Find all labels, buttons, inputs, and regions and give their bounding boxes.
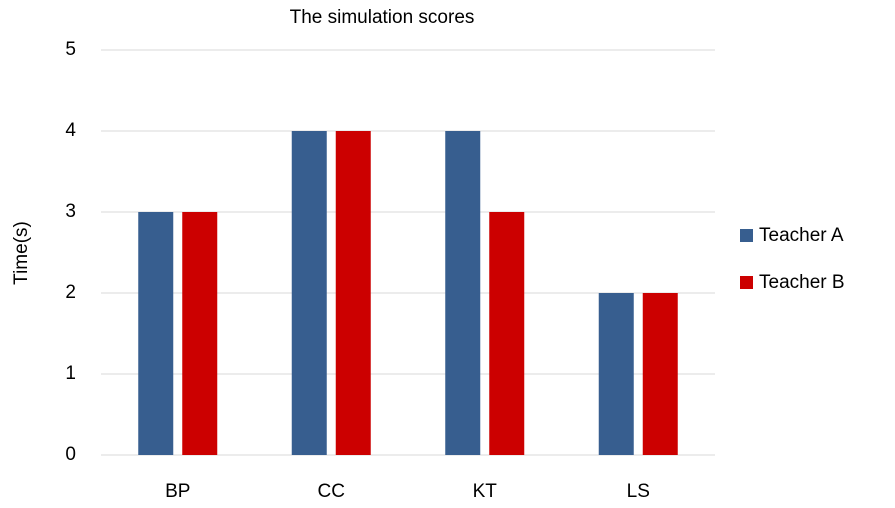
x-tick-label: KT bbox=[473, 481, 498, 502]
y-tick-label: 4 bbox=[65, 120, 76, 141]
bar bbox=[335, 131, 371, 455]
legend-label: Teacher A bbox=[759, 225, 844, 246]
legend-label: Teacher B bbox=[759, 272, 845, 293]
bar bbox=[489, 212, 525, 455]
bar bbox=[138, 212, 174, 455]
legend-swatch bbox=[740, 229, 753, 242]
bar bbox=[642, 293, 678, 455]
y-axis-label: Time(s) bbox=[11, 221, 32, 285]
bar bbox=[445, 131, 481, 455]
bar bbox=[598, 293, 634, 455]
bar bbox=[291, 131, 327, 455]
y-tick-label: 3 bbox=[65, 201, 76, 222]
bar bbox=[182, 212, 218, 455]
x-tick-label: BP bbox=[165, 481, 190, 502]
y-tick-label: 5 bbox=[65, 39, 76, 60]
chart-title: The simulation scores bbox=[290, 7, 475, 28]
y-tick-label: 0 bbox=[65, 444, 76, 465]
legend-swatch bbox=[740, 276, 753, 289]
y-tick-label: 2 bbox=[65, 282, 76, 303]
x-tick-label: CC bbox=[318, 481, 345, 502]
x-tick-label: LS bbox=[627, 481, 650, 502]
y-tick-label: 1 bbox=[65, 363, 76, 384]
